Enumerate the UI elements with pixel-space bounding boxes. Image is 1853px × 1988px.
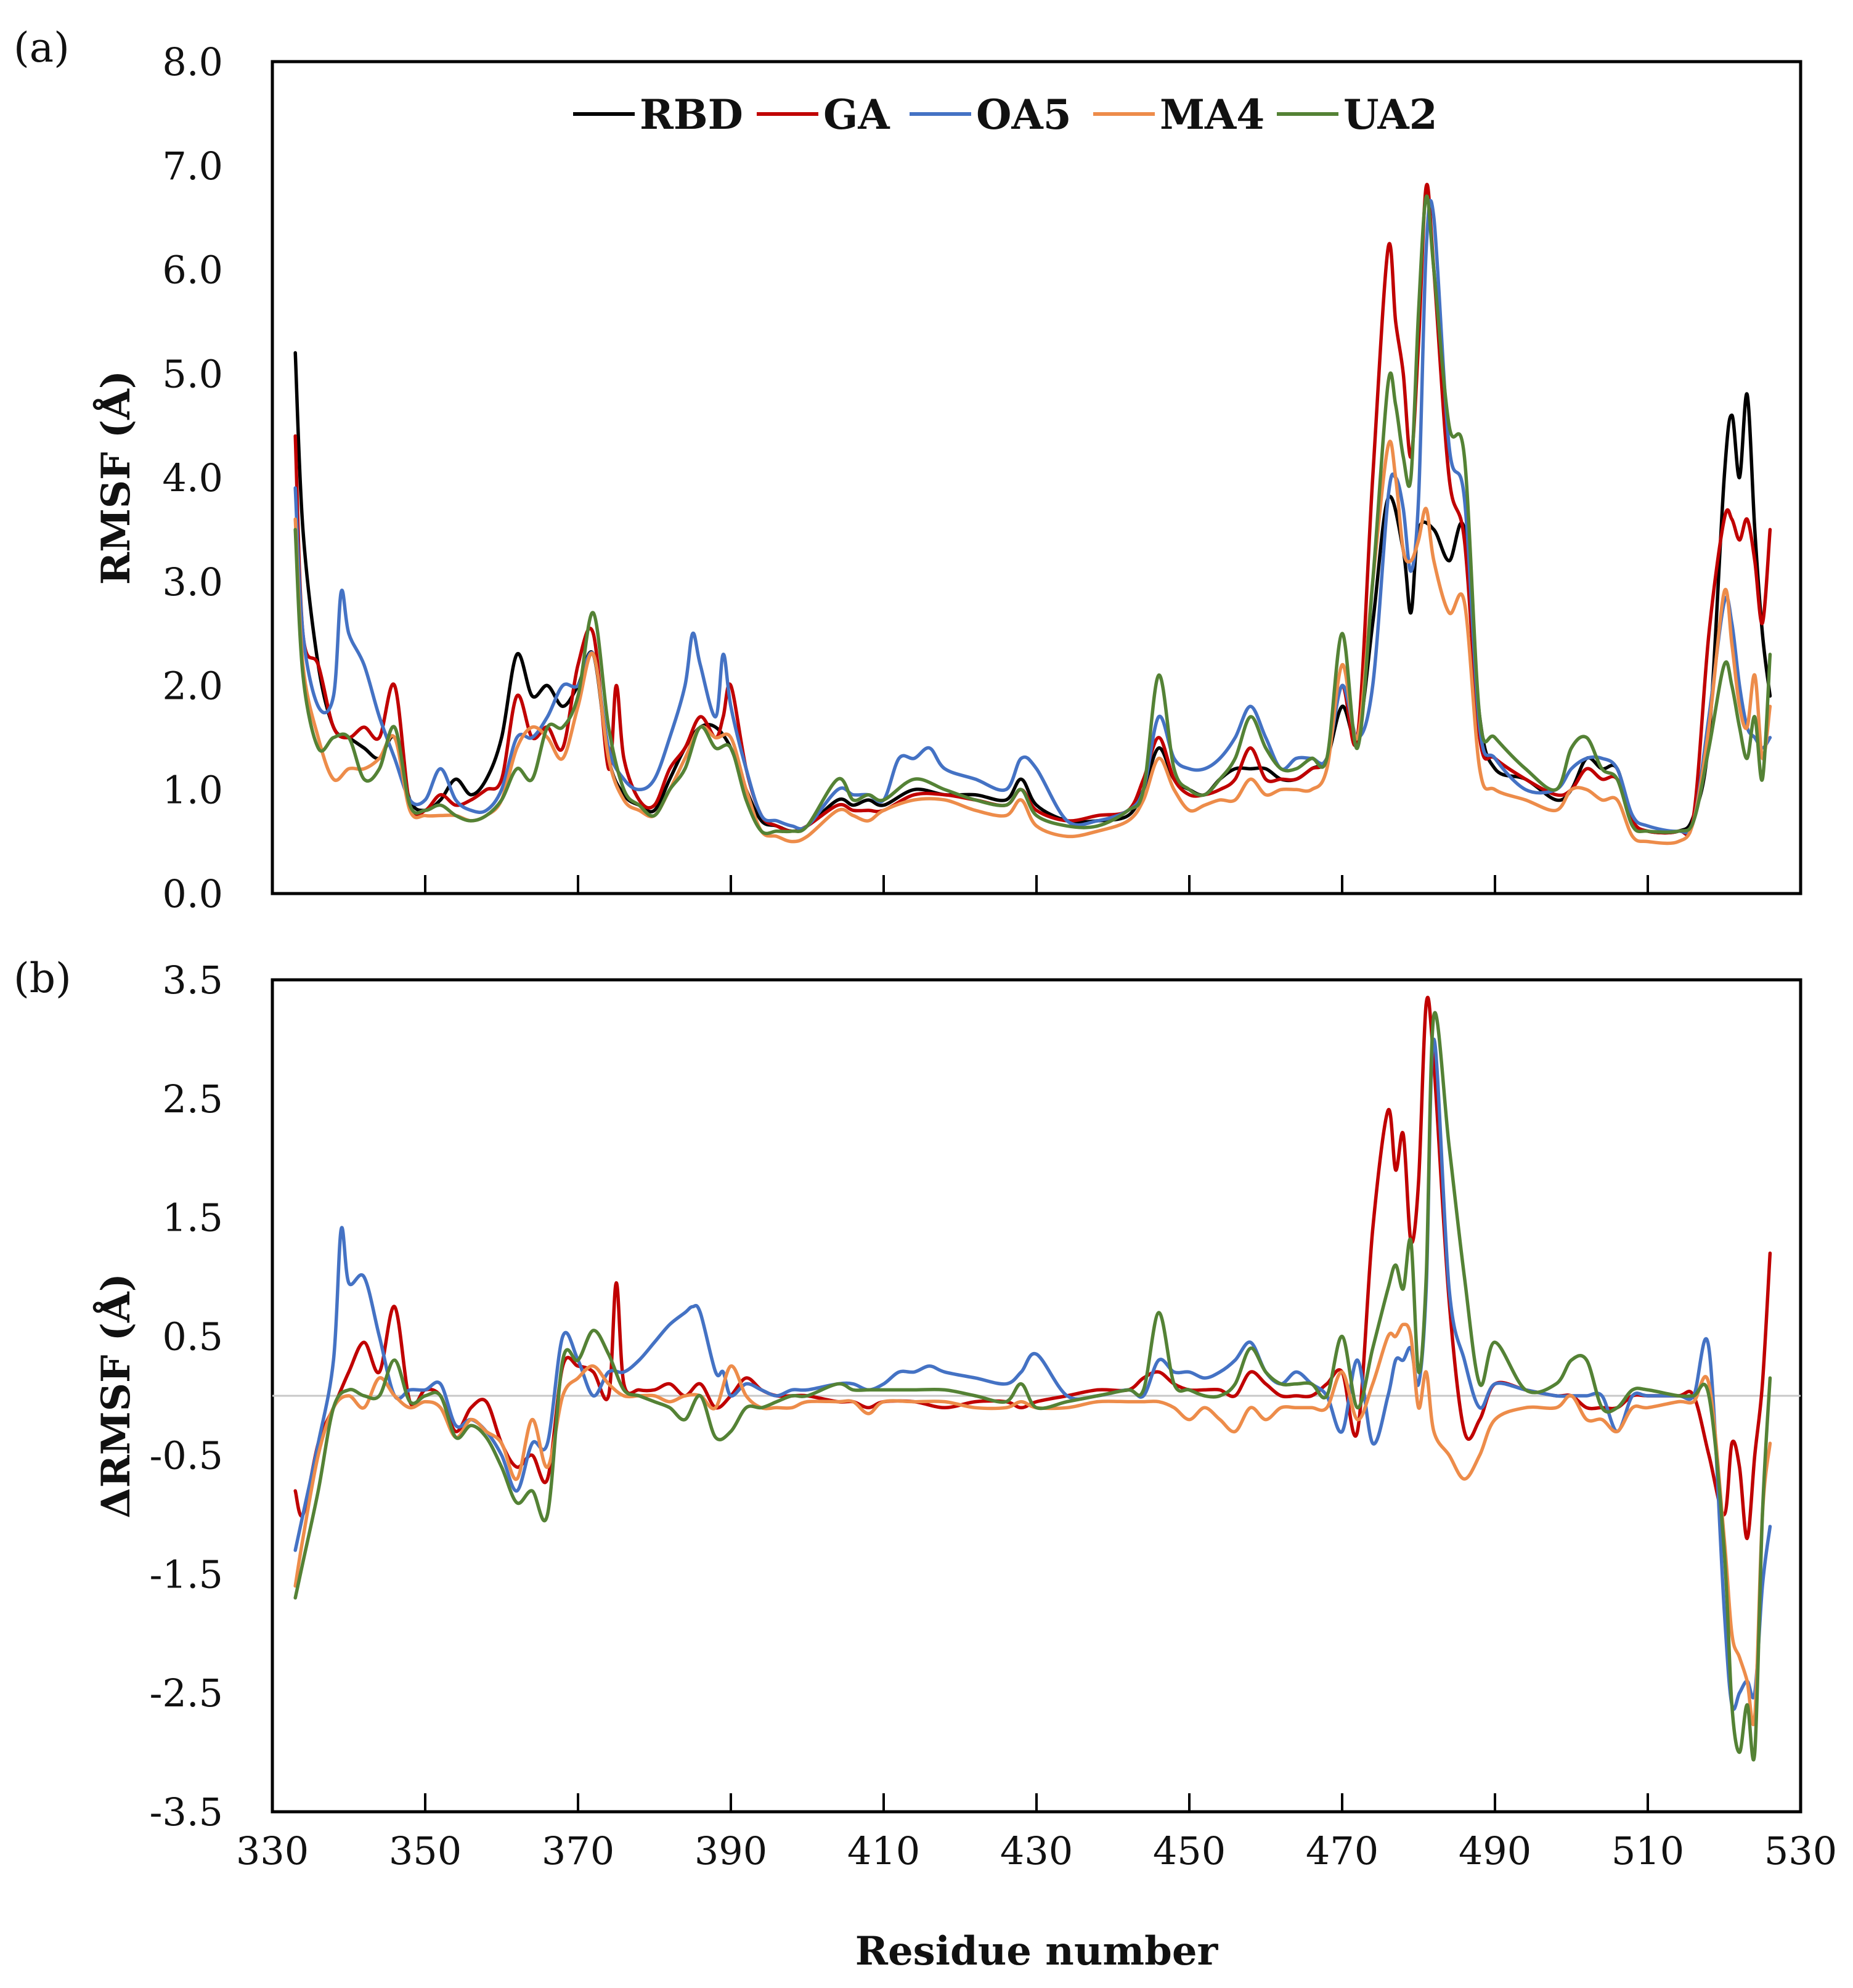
panel-a-y-tick-label: 7.0 [162,144,223,189]
panel-b-series-lines [293,995,1772,1762]
x-axis-label: Residue number [855,1928,1219,1974]
x-tick-label: 430 [1000,1828,1073,1873]
panel-a-y-tick-label: 6.0 [162,248,223,293]
panel-a-y-tick-label: 0.0 [162,871,223,916]
panel-b-y-tick-label: 1.5 [162,1196,223,1240]
panel-b-label: (b) [14,955,71,1002]
panel-b-y-tick-label: 0.5 [162,1314,223,1359]
panel-b-delta-rmsf-chart: (b) -3.5-2.5-1.5-0.50.51.52.53.5 330 350 3… [14,955,1837,1974]
panel-a-rmsf-chart: (a) 0.0 1.0 2.0 3.0 4.0 5.0 6.0 7.0 8.0 RMSF (Å)… [14,24,1802,916]
x-tick-label: 390 [694,1828,767,1873]
panel-a-series-ma4 [293,439,1772,845]
panel-b-y-tick-label: 2.5 [162,1077,223,1122]
panel-b-series-oa5 [293,1037,1772,1711]
x-tick-label: 410 [847,1828,920,1873]
x-tick-label: 330 [236,1828,309,1873]
x-tick-label: 490 [1459,1828,1531,1873]
legend-label-ua2: UA2 [1343,91,1438,139]
panel-a-y-tick-labels: 0.0 1.0 2.0 3.0 4.0 5.0 6.0 7.0 8.0 [162,39,223,916]
x-tick-label: 350 [389,1828,462,1873]
panel-a-y-tick-label: 2.0 [162,664,223,709]
panel-a-label: (a) [14,24,70,71]
panel-a-y-tick-label: 4.0 [162,455,223,500]
panel-a-y-tick-label: 3.0 [162,560,223,605]
panel-b-y-tick-label: -3.5 [149,1790,223,1835]
panel-b-y-tick-labels: -3.5 -2.5 -1.5 -0.5 0.5 1.5 2.5 3.5 [149,958,223,1835]
panel-b-y-tick-label: -0.5 [149,1433,223,1478]
x-tick-label: 510 [1611,1828,1684,1873]
panel-a-y-tick-label: 1.0 [162,767,223,812]
panel-b-y-axis-label: ΔRMSF (Å) [93,1273,139,1518]
panel-b-y-tick-label: 3.5 [162,958,223,1003]
panel-b-series-ga [293,995,1772,1541]
panel-b-y-tick-label: -2.5 [149,1671,223,1716]
panel-b-x-tick-labels: 330 350 370 390 410 430 450 470 490 510 530 [236,1793,1837,1873]
panel-b-y-tick-label: -1.5 [149,1552,223,1597]
panel-a-y-tick-label: 8.0 [162,39,223,84]
legend: RBD GA OA5 MA4 UA2 [573,91,1438,139]
panel-a-y-tick-label: 5.0 [162,351,223,396]
panel-a-x-tick-marks [424,875,1649,894]
panel-b-series-ua2 [293,1011,1772,1762]
legend-label-oa5: OA5 [976,91,1072,139]
panel-a-y-axis-label: RMSF (Å) [93,370,139,585]
panel-a-series-ua2 [293,194,1772,836]
panel-b-series-ma4 [293,1322,1772,1727]
x-tick-label: 470 [1306,1828,1379,1873]
panel-a-series-lines [293,182,1772,845]
panel-a-series-rbd [293,351,1772,835]
legend-label-ma4: MA4 [1160,91,1265,139]
panel-a-series-oa5 [293,198,1772,835]
x-tick-label: 370 [542,1828,614,1873]
x-tick-label: 450 [1153,1828,1226,1873]
legend-label-ga: GA [823,91,890,139]
legend-label-rbd: RBD [640,91,743,139]
x-tick-label: 530 [1764,1828,1837,1873]
